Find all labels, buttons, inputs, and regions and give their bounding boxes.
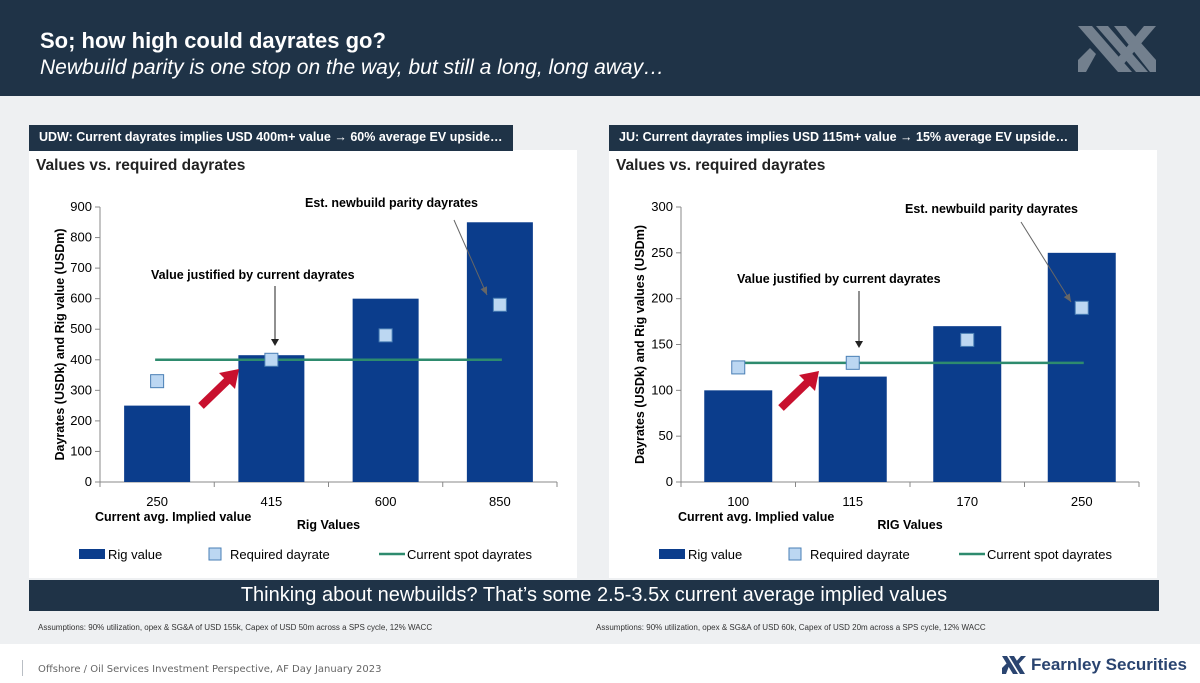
marker-required-dayrate <box>378 328 393 343</box>
x-category-label: 250 <box>146 494 168 509</box>
marker-required-dayrate <box>1074 300 1089 315</box>
right-assumptions: Assumptions: 90% utilization, opex & SG&… <box>596 623 986 632</box>
right-chart: 0 50 100 150 200 250 300 100 115 170 250 RIG Values… <box>633 199 1140 562</box>
header-band: So; how high could dayrates go? Newbuild… <box>0 0 1200 96</box>
y-tick-label: 300 <box>70 382 92 397</box>
y-tick-label: 100 <box>651 382 673 397</box>
bar-rig-value <box>704 390 773 482</box>
left-chart-heading: Values vs. required dayrates <box>36 157 246 174</box>
red-arrow-shaft <box>198 375 233 409</box>
marker-required-dayrate <box>150 374 165 389</box>
y-tick-label: 300 <box>651 199 673 214</box>
y-tick-label: 900 <box>70 199 92 214</box>
marker-required-dayrate <box>731 360 746 375</box>
right-chart-heading: Values vs. required dayrates <box>616 157 826 174</box>
marker-required-dayrate <box>960 332 975 347</box>
marker-required-dayrate <box>264 352 279 367</box>
y-axis-title: Dayrates (USDk) and Rig values (USDm) <box>633 225 647 464</box>
right-panel-tab: JU: Current dayrates implies USD 115m+ v… <box>609 125 1079 151</box>
x-category-label: 415 <box>261 494 283 509</box>
x-axis-title: RIG Values <box>877 518 942 532</box>
bar-rig-value <box>466 222 533 482</box>
y-axis-title: Dayrates (USDk) and Rig value (USDm) <box>53 228 67 460</box>
legend-label-required-dayrate: Required dayrate <box>230 547 330 562</box>
red-arrow-shaft <box>778 377 813 411</box>
annotation-pointer-head <box>855 341 863 348</box>
x-category-label: 100 <box>727 494 749 509</box>
x-category-label: 170 <box>956 494 978 509</box>
x-category-label: 850 <box>489 494 511 509</box>
summary-banner: Thinking about newbuilds? That’s some 2.… <box>29 580 1159 611</box>
bar-rig-value <box>238 355 305 482</box>
page-subtitle: Newbuild parity is one stop on the way, … <box>40 56 665 79</box>
bar-rig-value <box>818 376 887 482</box>
legend-swatch-rig-value <box>79 549 105 559</box>
annotation-current-avg: Current avg. Implied value <box>95 510 251 524</box>
bar-rig-value <box>1047 252 1116 482</box>
brand-name: Fearnley Securities <box>1031 655 1187 674</box>
annotation-pointer-head <box>271 339 279 346</box>
y-tick-label: 100 <box>70 443 92 458</box>
annotation-newbuild-parity: Est. newbuild parity dayrates <box>305 196 478 210</box>
left-chart: 0 100 200 300 400 500 600 700 800 900 250 415 600 850… <box>53 196 558 562</box>
footer-text: Offshore / Oil Services Investment Persp… <box>38 664 382 675</box>
legend-label-spot-dayrate: Current spot dayrates <box>407 547 533 562</box>
y-tick-label: 400 <box>70 352 92 367</box>
y-tick-label: 0 <box>666 474 673 489</box>
left-assumptions: Assumptions: 90% utilization, opex & SG&… <box>38 623 433 632</box>
legend-label-rig-value: Rig value <box>688 547 742 562</box>
legend-swatch-required-dayrate <box>208 547 222 561</box>
fearnley-logo-icon <box>1078 26 1156 72</box>
y-tick-label: 500 <box>70 321 92 336</box>
y-tick-label: 200 <box>70 413 92 428</box>
legend-swatch-required-dayrate <box>788 547 802 561</box>
chart-legend: Rig value Required dayrate Current spot da… <box>659 547 1113 562</box>
red-arrow-head <box>799 371 819 391</box>
y-tick-label: 250 <box>651 245 673 260</box>
y-tick-label: 700 <box>70 260 92 275</box>
bar-rig-value <box>933 326 1002 482</box>
bar-rig-value <box>352 298 419 482</box>
x-category-label: 600 <box>375 494 397 509</box>
annotation-current-avg: Current avg. Implied value <box>678 510 834 524</box>
red-arrow-head <box>219 369 239 389</box>
marker-required-dayrate <box>492 297 507 312</box>
annotation-newbuild-line <box>1020 221 1072 303</box>
x-axis-title: Rig Values <box>297 518 360 532</box>
annotation-newbuild-head <box>480 286 487 295</box>
annotation-newbuild-head <box>1063 293 1071 302</box>
marker-required-dayrate <box>845 355 860 370</box>
left-panel-tab: UDW: Current dayrates implies USD 400m+ … <box>29 125 513 151</box>
chart-legend: Rig value Required dayrate Current spot da… <box>79 547 533 562</box>
brand-logo-icon <box>1002 656 1026 674</box>
y-tick-label: 600 <box>70 291 92 306</box>
legend-swatch-rig-value <box>659 549 685 559</box>
y-tick-label: 0 <box>85 474 92 489</box>
annotation-newbuild-line <box>453 219 488 296</box>
legend-label-spot-dayrate: Current spot dayrates <box>987 547 1113 562</box>
x-category-label: 250 <box>1071 494 1093 509</box>
bar-rig-value <box>124 405 191 482</box>
y-tick-label: 150 <box>651 337 673 352</box>
annotation-value-justified: Value justified by current dayrates <box>737 272 941 286</box>
footer-divider <box>22 660 23 676</box>
y-tick-label: 200 <box>651 291 673 306</box>
annotation-value-justified: Value justified by current dayrates <box>151 268 355 282</box>
y-tick-label: 50 <box>659 428 673 443</box>
legend-label-rig-value: Rig value <box>108 547 162 562</box>
brand: Fearnley Securities <box>1002 653 1187 677</box>
y-tick-label: 800 <box>70 230 92 245</box>
legend-label-required-dayrate: Required dayrate <box>810 547 910 562</box>
annotation-newbuild-parity: Est. newbuild parity dayrates <box>905 202 1078 216</box>
page-title: So; how high could dayrates go? <box>40 28 386 53</box>
x-category-label: 115 <box>842 494 863 509</box>
